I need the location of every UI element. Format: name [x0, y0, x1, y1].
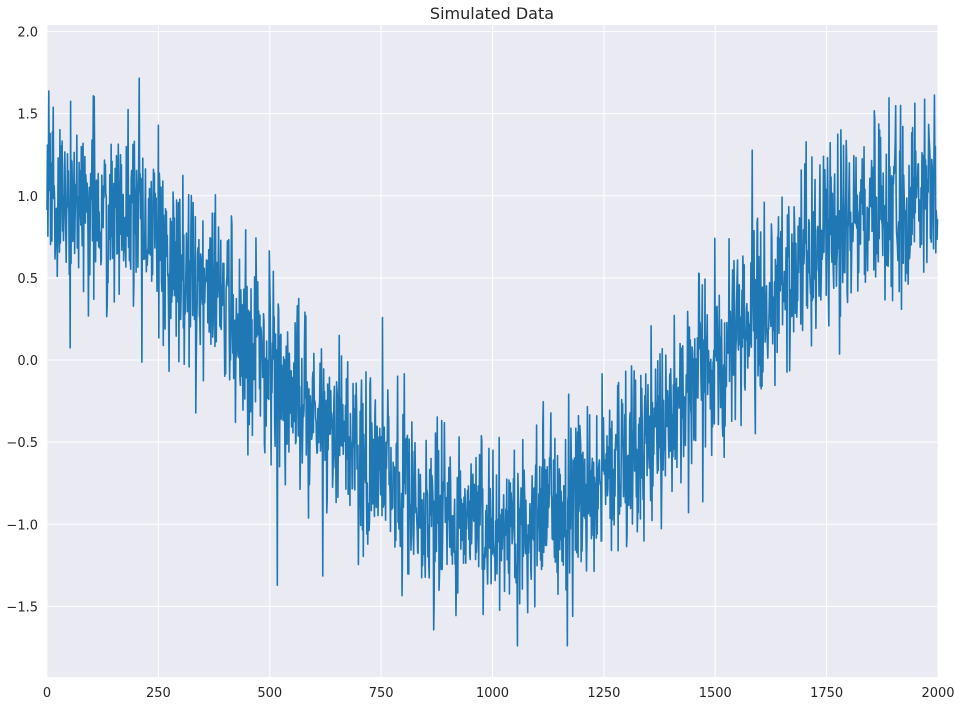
y-tick-label: 0.5: [17, 272, 38, 287]
x-axis: 0 250 500 750 1000 1250 1500 1750 2000: [43, 686, 955, 701]
y-axis: −1.5 −1.0 −0.5 0.0 0.5 1.0 1.5 2.0: [6, 26, 38, 616]
series-line-simulated: [46, 77, 939, 647]
x-tick-label: 2000: [921, 686, 954, 701]
x-tick-label: 1500: [699, 686, 732, 701]
x-tick-label: 1750: [810, 686, 843, 701]
x-tick-label: 0: [43, 686, 51, 701]
series-layer: [46, 77, 939, 647]
y-tick-label: 1.0: [17, 190, 38, 205]
x-tick-label: 750: [369, 686, 394, 701]
chart-title: Simulated Data: [430, 4, 554, 23]
y-tick-label: −1.0: [6, 518, 38, 533]
y-tick-label: 0.0: [17, 354, 38, 369]
x-tick-label: 500: [257, 686, 282, 701]
y-tick-label: −1.5: [6, 600, 38, 615]
x-tick-label: 1000: [476, 686, 509, 701]
y-tick-label: 2.0: [17, 26, 38, 41]
x-tick-label: 1250: [587, 686, 620, 701]
y-tick-label: −0.5: [6, 436, 38, 451]
x-tick-label: 250: [146, 686, 171, 701]
y-tick-label: 1.5: [17, 108, 38, 123]
